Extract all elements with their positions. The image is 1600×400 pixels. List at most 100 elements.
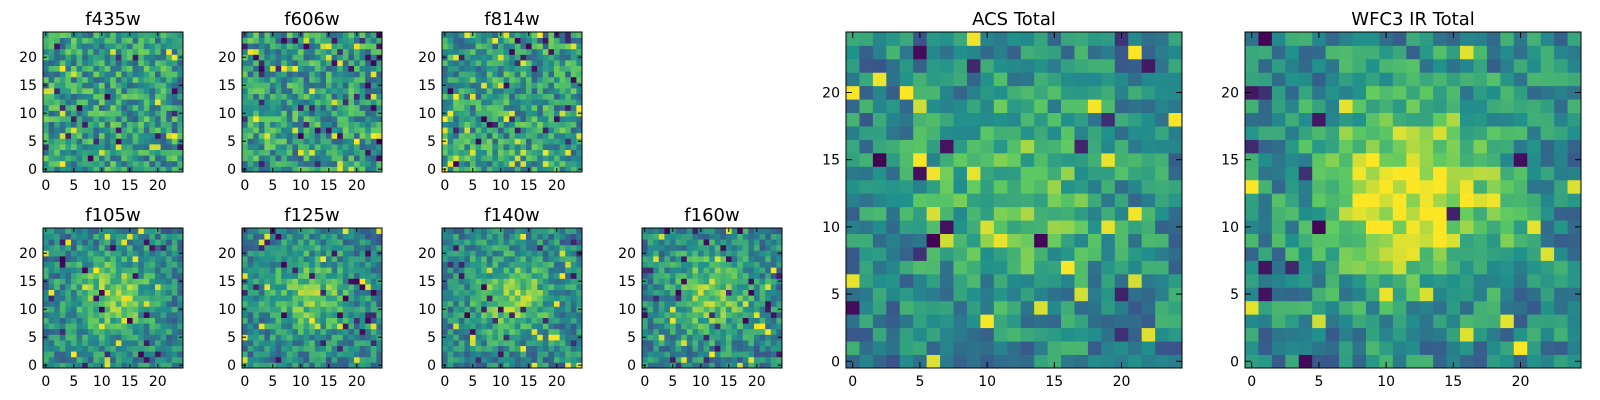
pixel-cell — [292, 132, 299, 139]
pixel-cell — [365, 233, 372, 240]
pixel-cell — [765, 284, 772, 290]
pixel-cell — [348, 345, 355, 352]
pixel-cell — [337, 239, 344, 246]
pixel-cell — [298, 155, 304, 162]
pixel-cell — [281, 306, 288, 313]
pixel-cell — [681, 351, 688, 358]
pixel-cell — [748, 317, 755, 324]
pixel-cell — [166, 144, 173, 150]
pixel-cell — [177, 71, 184, 78]
pixel-cell — [171, 362, 178, 369]
pixel-cell — [99, 65, 105, 72]
pixel-cell — [548, 340, 555, 346]
pixel-cell — [59, 272, 66, 279]
pixel-cell — [537, 362, 544, 369]
pixel-cell — [292, 32, 299, 38]
pixel-cell — [737, 256, 744, 262]
pixel-cell — [720, 261, 727, 268]
pixel-cell — [43, 127, 49, 134]
pixel-cell — [298, 144, 304, 150]
pixel-cell — [359, 340, 366, 346]
pixel-cell — [531, 256, 538, 262]
pixel-cell — [337, 244, 344, 251]
pixel-cell — [171, 155, 178, 162]
pixel-cell — [565, 233, 572, 240]
pixel-cell — [993, 287, 1008, 302]
pixel-cell — [1007, 314, 1022, 329]
pixel-cell — [93, 155, 100, 162]
pixel-cell — [980, 341, 995, 355]
pixel-cell — [714, 328, 721, 335]
pixel-cell — [698, 300, 704, 307]
pixel-cell — [653, 239, 660, 246]
pixel-cell — [531, 312, 538, 318]
pixel-cell — [681, 233, 688, 240]
pixel-cell — [470, 328, 476, 335]
pixel-cell — [464, 54, 471, 61]
pixel-cell — [286, 289, 293, 296]
pixel-cell — [93, 37, 100, 44]
pixel-cell — [270, 48, 276, 55]
pixel-cell — [54, 144, 61, 150]
pixel-cell — [453, 32, 460, 38]
pixel-cell — [498, 295, 504, 302]
pixel-cell — [354, 110, 360, 117]
pixel-cell — [442, 267, 448, 274]
pixel-cell — [742, 284, 749, 290]
pixel-cell — [559, 144, 566, 150]
pixel-cell — [498, 233, 504, 240]
pixel-cell — [520, 267, 527, 274]
pixel-cell — [127, 60, 133, 66]
pixel-cell — [542, 144, 549, 150]
pixel-cell — [253, 233, 260, 240]
pixel-cell — [770, 300, 777, 307]
pixel-cell — [43, 144, 49, 150]
pixel-cell — [337, 54, 344, 61]
pixel-cell — [359, 127, 366, 134]
pixel-cell — [48, 250, 55, 257]
pixel-cell — [65, 306, 72, 313]
x-tick-label: 20 — [149, 374, 167, 390]
pixel-cell — [59, 233, 66, 240]
pixel-cell — [337, 228, 344, 234]
pixel-cell — [765, 362, 772, 369]
pixel-cell — [138, 317, 145, 324]
pixel-cell — [270, 121, 276, 128]
pixel-cell — [1020, 193, 1035, 208]
pixel-cell — [453, 312, 460, 318]
x-tick-label: 0 — [240, 374, 249, 390]
pixel-cell — [87, 228, 94, 234]
pixel-cell — [104, 65, 111, 72]
pixel-cell — [348, 228, 355, 234]
pixel-cell — [121, 116, 128, 122]
pixel-cell — [365, 323, 372, 330]
pixel-cell — [331, 116, 338, 122]
pixel-cell — [726, 323, 732, 330]
pixel-cell — [531, 267, 538, 274]
pixel-cell — [342, 99, 349, 106]
pixel-cell — [565, 54, 572, 61]
pixel-cell — [99, 312, 105, 318]
pixel-cell — [82, 340, 89, 346]
y-tick-label: 0 — [427, 162, 436, 178]
pixel-cell — [570, 317, 577, 324]
pixel-cell — [542, 65, 549, 72]
pixel-cell — [731, 239, 738, 246]
pixel-cell — [453, 37, 460, 44]
pixel-cell — [554, 155, 560, 162]
pixel-cell — [686, 233, 693, 240]
pixel-cell — [565, 261, 572, 268]
pixel-cell — [253, 138, 260, 145]
pixel-cell — [554, 82, 560, 89]
pixel-cell — [309, 244, 316, 251]
pixel-cell — [127, 239, 133, 246]
pixel-cell — [326, 93, 332, 100]
pixel-cell — [331, 244, 338, 251]
pixel-cell — [453, 328, 460, 335]
pixel-cell — [171, 43, 178, 50]
pixel-cell — [670, 233, 676, 240]
pixel-cell — [765, 317, 772, 324]
pixel-cell — [127, 272, 133, 279]
pixel-cell — [464, 144, 471, 150]
pixel-cell — [458, 267, 465, 274]
